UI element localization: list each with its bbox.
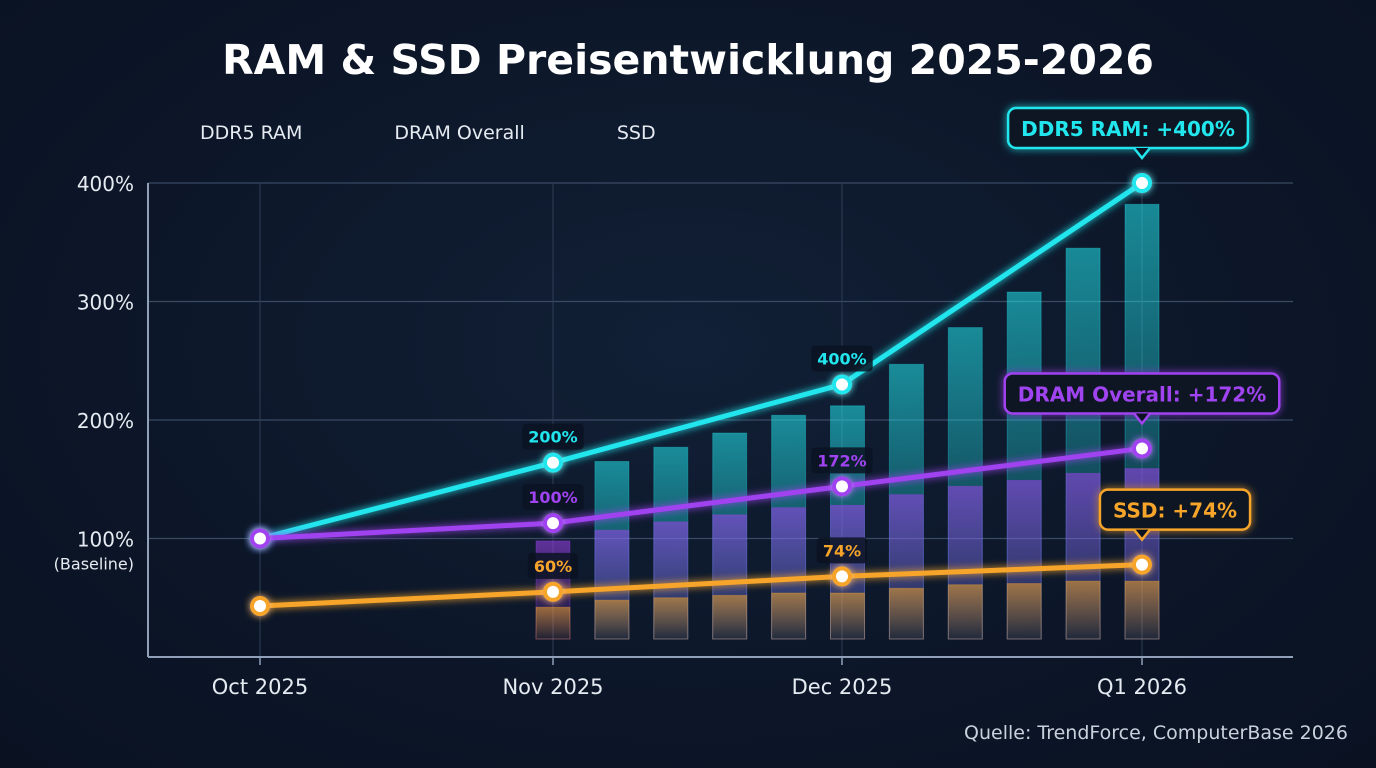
background-bar [535,606,571,640]
data-label-bg [522,484,584,511]
background-bar [1065,580,1101,640]
data-point [832,374,852,395]
background-bar [830,592,865,640]
y-tick-label: 300% [77,291,134,315]
data-label-text: 60% [534,557,572,576]
data-point [1132,173,1152,193]
callout-text: DDR5 RAM: +400% [1021,117,1235,141]
x-tick-label: Nov 2025 [502,675,603,699]
data-point [543,452,563,473]
callout-border [1006,106,1250,150]
x-tick-label: Dec 2025 [792,675,893,699]
callout-box: DRAM Overall: +172% [1003,372,1281,426]
series-line [259,562,1143,609]
background-bar [594,599,630,640]
data-point [832,476,852,497]
callout-pointer [1133,412,1151,426]
data-label: 100% [522,484,584,511]
data-label-bg [527,552,579,579]
data-label: 400% [811,345,873,372]
data-label-bg [522,423,584,450]
callout-box: DDR5 RAM: +400% [1006,106,1250,161]
data-point [250,596,270,617]
data-point [832,566,852,587]
data-point [1132,554,1152,575]
background-bar [712,594,748,640]
background-bar [771,592,807,640]
background-bar [653,597,689,640]
callout-box: SSD: +74% [1098,488,1252,542]
data-label-bg [816,537,868,564]
background-bar [888,587,924,640]
callout-pointer [1133,147,1151,161]
background-bar [947,584,983,640]
data-label-bg [811,345,873,372]
series-line [259,180,1144,541]
callout-text: SSD: +74% [1113,499,1237,523]
data-label-text: 400% [817,349,866,368]
data-label: 74% [816,537,868,564]
data-point [250,528,270,549]
data-label-text: 100% [528,488,577,507]
chart-title: RAM & SSD Preisentwicklung 2025-2026 [222,36,1154,84]
data-label: 172% [811,447,873,474]
legend-label: DRAM Overall [394,122,524,144]
data-label-text: 172% [817,451,866,470]
data-point [543,513,563,534]
y-tick-label: 400% [77,172,134,196]
series-line [259,445,1143,541]
data-label-bg [811,447,873,474]
callout-pointer [1133,528,1151,542]
y-tick-sublabel: (Baseline) [54,555,134,574]
background-bar [1006,583,1042,640]
data-point [543,581,563,602]
x-tick-label: Q1 2026 [1097,675,1187,699]
data-label: 60% [527,552,579,579]
y-tick-label: 200% [77,409,134,433]
data-point [1132,438,1152,459]
data-label-text: 74% [823,541,861,560]
callout-border [1098,488,1252,531]
data-label: 200% [522,423,584,450]
x-tick-label: Oct 2025 [212,675,308,699]
source-note: Quelle: TrendForce, ComputerBase 2026 [964,722,1348,744]
data-label-text: 200% [528,428,577,447]
background-bar [1124,580,1160,640]
y-tick-label: 100% [77,528,134,552]
legend-label: DDR5 RAM [200,122,302,144]
callout-text: DRAM Overall: +172% [1018,382,1267,406]
legend-label: SSD [617,122,656,144]
